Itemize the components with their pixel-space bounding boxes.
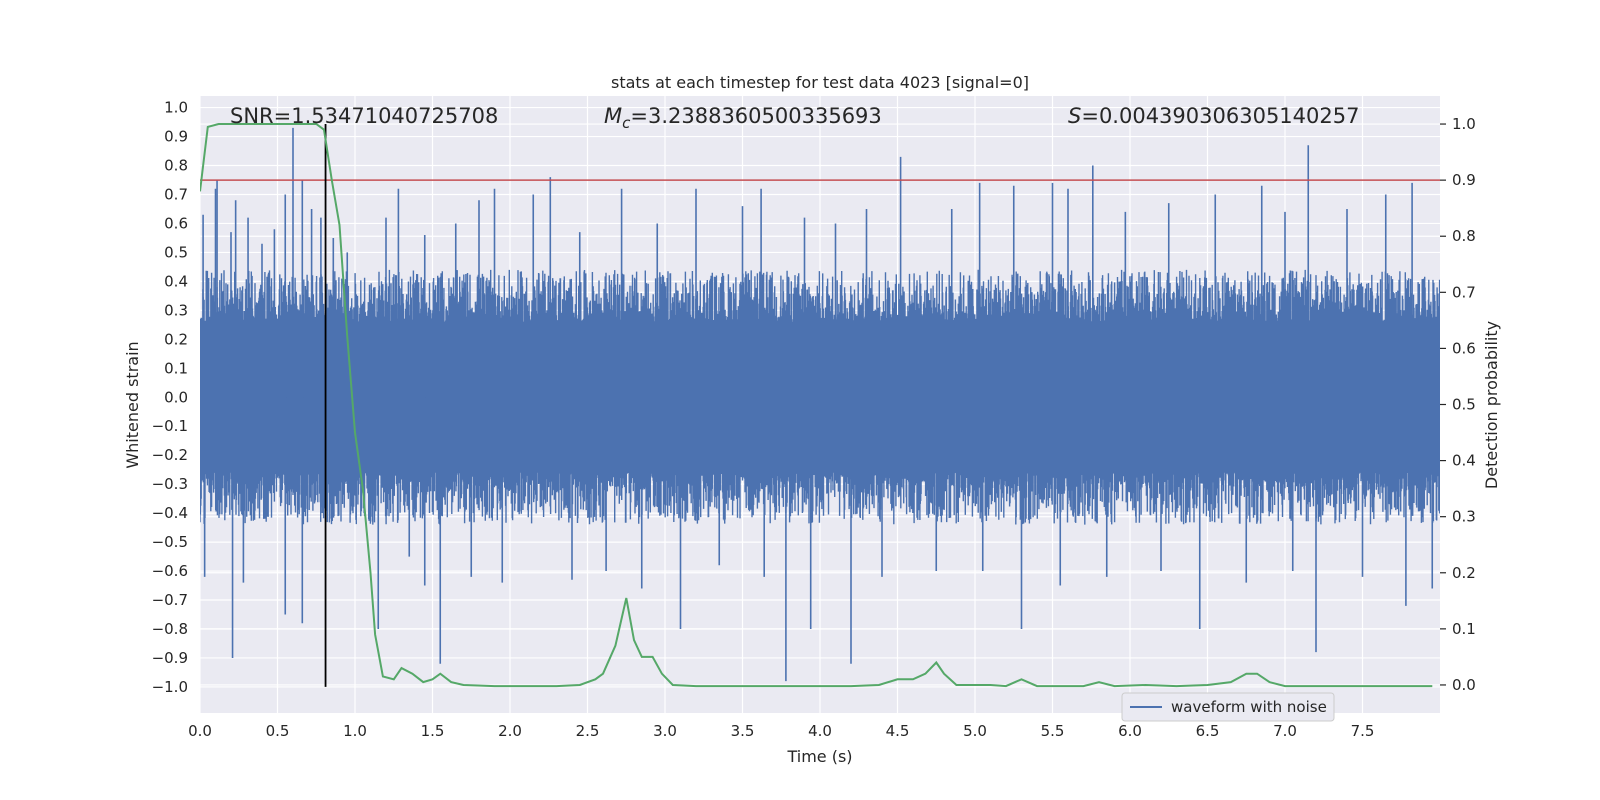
x-tick-label: 3.5 [731,722,755,740]
x-tick-label: 4.0 [808,722,832,740]
waveform-series [200,127,1440,682]
legend-box [1121,692,1335,722]
y-tick-label: −1.0 [152,678,188,696]
y2-axis-label: Detection probability [1482,321,1501,489]
y2-tick-label: 0.6 [1452,339,1476,357]
chirp-mass-annotation: Mc=3.2388360500335693 [604,104,882,132]
y-tick-label: −0.5 [152,533,188,551]
x-tick-label: 5.5 [1041,722,1065,740]
x-tick-label: 0.0 [188,722,212,740]
y2-tick-label: 0.7 [1452,283,1476,301]
x-tick-label: 2.5 [576,722,600,740]
x-tick-label: 7.0 [1273,722,1297,740]
probability-series [200,123,1440,688]
y-tick-label: 0.4 [164,272,188,290]
y2-tick-label: 0.2 [1452,564,1476,582]
x-tick-label: 3.0 [653,722,677,740]
y2-tick-label: 0.4 [1452,452,1476,470]
x-tick-label: 4.5 [886,722,910,740]
y2-tick-label: 1.0 [1452,115,1476,133]
y-tick-label: 0.8 [164,157,188,175]
y-tick-label: 0.1 [164,359,188,377]
y-tick-label: −0.1 [152,417,188,435]
waveform-noise [200,269,1440,525]
x-tick-label: 5.0 [963,722,987,740]
y-tick-label: −0.4 [152,504,188,522]
y-tick-label: 0.7 [164,185,188,203]
chart-title: stats at each timestep for test data 402… [611,73,1029,92]
y-tick-label: −0.3 [152,475,188,493]
y2-tick-label: 0.1 [1452,620,1476,638]
y-tick-label: −0.9 [152,649,188,667]
x-tick-label: 0.5 [266,722,290,740]
x-tick-label: 6.0 [1118,722,1142,740]
x-axis-label: Time (s) [786,747,852,766]
y-tick-label: −0.7 [152,591,188,609]
y-tick-label: −0.8 [152,620,188,638]
x-tick-label: 2.0 [498,722,522,740]
y-tick-label: 0.3 [164,301,188,319]
y-tick-label: 0.0 [164,388,188,406]
x-tick-label: 6.5 [1196,722,1220,740]
y2-tick-label: 0.5 [1452,396,1476,414]
legend-label: waveform with noise [1171,698,1327,716]
y2-tick-label: 0.0 [1452,676,1476,694]
y-tick-label: 0.6 [164,214,188,232]
statistic-annotation: S=0.004390306305140257 [1068,104,1359,128]
y-tick-label: −0.6 [152,562,188,580]
y2-axis-ticks: 1.0 0.9 0.8 0.7 0.6 0.5 0.4 0.3 0.2 0.1 0.0 [1440,115,1476,694]
y-axis-label: Whitened strain [123,341,142,468]
y2-tick-label: 0.3 [1452,508,1476,526]
snr-annotation: SNR=1.53471040725708 [230,104,498,128]
y-tick-label: −0.2 [152,446,188,464]
probability-line [200,123,1433,688]
x-tick-label: 1.5 [421,722,445,740]
y-tick-label: 1.0 [164,99,188,117]
x-tick-label: 1.0 [343,722,367,740]
legend: waveform with noise [1121,692,1335,722]
y2-tick-label: 0.8 [1452,227,1476,245]
y-tick-label: 0.5 [164,243,188,261]
x-tick-label: 7.5 [1351,722,1375,740]
y-tick-label: 0.9 [164,128,188,146]
x-axis-ticks: 0.0 0.5 1.0 1.5 2.0 2.5 3.0 3.5 4.0 4.5 5.0 5.5 6.0 6… [188,722,1374,740]
y2-tick-label: 0.9 [1452,171,1476,189]
y-tick-label: 0.2 [164,330,188,348]
y-axis-ticks: 1.0 0.9 0.8 0.7 0.6 0.5 0.4 0.3 0.2 0.1 0.0 −0.1 −0.… [152,99,188,696]
